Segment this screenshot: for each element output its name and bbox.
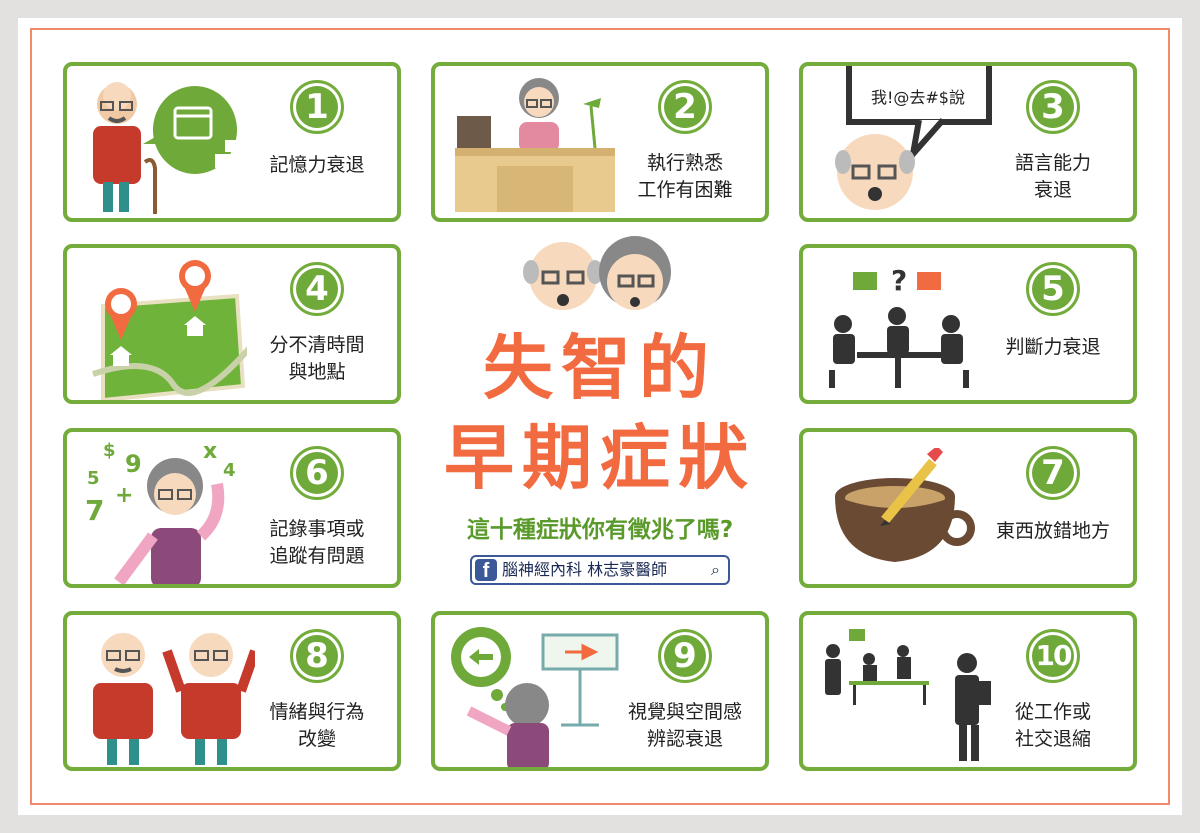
meeting-icon: ? xyxy=(829,264,969,388)
direction-sign-icon xyxy=(451,627,619,767)
symptom-card-6: $ 9 5 7 + x 4 6 記錄事項或 追蹤有問題 xyxy=(63,428,401,588)
symptom-label: 視覺與空間感 辨認衰退 xyxy=(627,701,742,750)
symptom-card-7: 7 東西放錯地方 xyxy=(799,428,1137,588)
symptom-number: 3 xyxy=(1026,80,1080,134)
speech-bubble-text: 我!@去#$說 xyxy=(870,88,965,107)
symptom-card-5: ? 5 判斷力衰退 xyxy=(799,244,1137,404)
symptom-number: 6 xyxy=(290,446,344,500)
symptom-label: 執行熟悉 工作有困難 xyxy=(637,152,733,201)
symptom-label: 分不清時間 與地點 xyxy=(269,334,365,383)
poster-frame xyxy=(30,28,1170,805)
symptom-card-10: 10 從工作或 社交退縮 xyxy=(799,611,1137,771)
symptom-label: 判斷力衰退 xyxy=(1005,336,1101,358)
symptom-card-1: 1 記憶力衰退 xyxy=(63,62,401,222)
symptom-label: 語言能力 衰退 xyxy=(1014,152,1091,201)
facebook-page-name: 腦神經內科 林志豪醫師 xyxy=(502,560,668,579)
symptom-card-8: 8 情緒與行為 改變 xyxy=(63,611,401,771)
symptom-number: 1 xyxy=(290,80,344,134)
desk-lamp-icon xyxy=(455,78,615,212)
elderly-couple-icon xyxy=(523,236,671,310)
map-pin-icon xyxy=(92,260,247,400)
symptom-number: 5 xyxy=(1026,262,1080,316)
poster-title-line2: 早期症狀 xyxy=(444,417,756,499)
symptom-card-9: 9 視覺與空間感 辨認衰退 xyxy=(431,611,769,771)
calendar-puzzle-icon xyxy=(93,82,237,214)
symptom-number: 9 xyxy=(658,629,712,683)
facebook-search-bar[interactable]: f 腦神經內科 林志豪醫師 ⌕ xyxy=(470,555,730,585)
search-icon[interactable]: ⌕ xyxy=(711,560,720,579)
symptom-label: 情緒與行為 改變 xyxy=(269,701,365,750)
speech-bubble-icon xyxy=(835,66,992,210)
symptom-label: 記憶力衰退 xyxy=(269,154,365,176)
svg-text:?: ? xyxy=(891,264,907,297)
symptom-label: 東西放錯地方 xyxy=(995,520,1110,542)
svg-text:$: $ xyxy=(103,440,116,461)
symptom-number: 8 xyxy=(290,629,344,683)
angry-elder-icon xyxy=(93,633,255,765)
poster-subtitle: 這十種症狀你有徵兆了嗎? xyxy=(466,517,734,543)
symptom-number: 2 xyxy=(658,80,712,134)
svg-text:5: 5 xyxy=(87,468,100,489)
symptom-card-2: 2 執行熟悉 工作有困難 xyxy=(431,62,769,222)
svg-text:x: x xyxy=(203,439,217,464)
symptom-number: 10 xyxy=(1026,629,1080,683)
withdrawn-worker-icon xyxy=(825,629,991,761)
svg-text:9: 9 xyxy=(125,450,142,478)
facebook-icon: f xyxy=(475,559,497,582)
symptom-card-4: 4 分不清時間 與地點 xyxy=(63,244,401,404)
numbers-confusion-icon: $ 9 5 7 + x 4 xyxy=(85,439,236,584)
symptom-label: 從工作或 社交退縮 xyxy=(1014,701,1091,750)
svg-text:4: 4 xyxy=(223,460,236,481)
svg-text:7: 7 xyxy=(85,494,104,527)
symptom-label: 記錄事項或 追蹤有問題 xyxy=(269,518,365,567)
symptom-number: 7 xyxy=(1026,446,1080,500)
symptom-card-3: 我!@去#$說 3 語言能力 衰退 xyxy=(799,62,1137,222)
symptom-number: 4 xyxy=(290,262,344,316)
svg-text:+: + xyxy=(115,483,133,508)
poster-title-line1: 失智的 xyxy=(483,327,717,409)
coffee-pencil-icon xyxy=(835,448,975,562)
